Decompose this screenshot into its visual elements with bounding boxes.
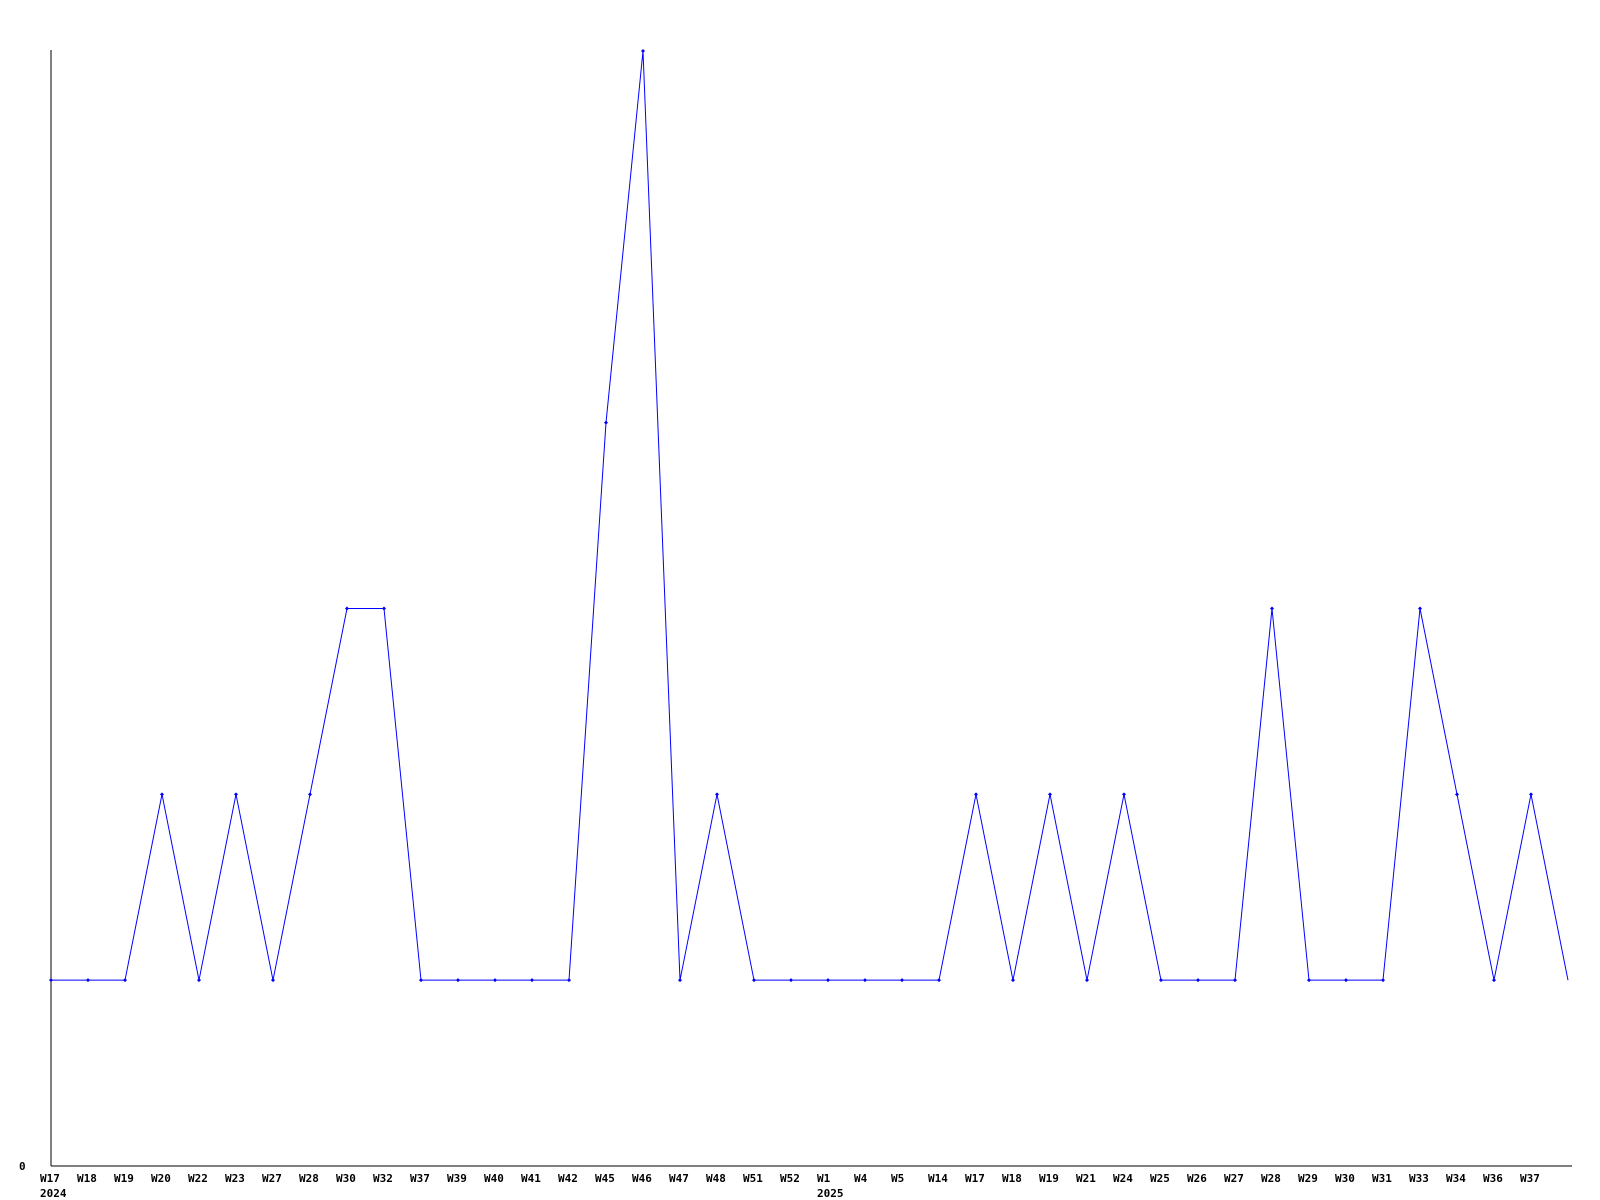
data-point bbox=[530, 978, 534, 983]
x-tick-label: W18 bbox=[1002, 1172, 1022, 1185]
data-point bbox=[1270, 606, 1274, 611]
x-tick-label: W18 bbox=[77, 1172, 97, 1185]
data-point bbox=[604, 420, 608, 425]
x-tick-label: W25 bbox=[1150, 1172, 1170, 1185]
x-tick-label: W42 bbox=[558, 1172, 578, 1185]
data-point bbox=[1233, 978, 1237, 983]
data-point bbox=[271, 978, 275, 983]
series-points bbox=[49, 49, 1533, 983]
x-tick-label: W30 bbox=[336, 1172, 356, 1185]
data-point bbox=[1418, 606, 1422, 611]
data-point bbox=[1196, 978, 1200, 983]
y-tick-label-0: 0 bbox=[19, 1160, 26, 1173]
x-tick-label: W17 bbox=[40, 1172, 60, 1185]
data-point bbox=[1122, 792, 1126, 797]
data-point bbox=[197, 978, 201, 983]
x-tick-label: W19 bbox=[1039, 1172, 1059, 1185]
x-tick-label: W34 bbox=[1446, 1172, 1466, 1185]
data-point bbox=[974, 792, 978, 797]
data-point bbox=[1492, 978, 1496, 983]
data-point bbox=[1529, 792, 1533, 797]
data-point bbox=[86, 978, 90, 983]
x-tick-label: W45 bbox=[595, 1172, 615, 1185]
x-tick-label: W27 bbox=[1224, 1172, 1244, 1185]
x-tick-label: W28 bbox=[299, 1172, 319, 1185]
x-tick-label: W36 bbox=[1483, 1172, 1503, 1185]
data-point bbox=[715, 792, 719, 797]
data-point bbox=[1011, 978, 1015, 983]
data-point bbox=[863, 978, 867, 983]
data-point bbox=[1159, 978, 1163, 983]
x-tick-label: W32 bbox=[373, 1172, 393, 1185]
x-tick-label: W40 bbox=[484, 1172, 504, 1185]
x-tick-label: W41 bbox=[521, 1172, 541, 1185]
data-point bbox=[567, 978, 571, 983]
x-tick-label: W33 bbox=[1409, 1172, 1429, 1185]
data-point bbox=[382, 606, 386, 611]
x-tick-label: W48 bbox=[706, 1172, 726, 1185]
data-point bbox=[234, 792, 238, 797]
x-tick-label: W20 bbox=[151, 1172, 171, 1185]
data-point bbox=[49, 978, 53, 983]
x-tick-label: W21 bbox=[1076, 1172, 1096, 1185]
data-point bbox=[493, 978, 497, 983]
x-tick-label: W31 bbox=[1372, 1172, 1392, 1185]
data-point bbox=[1048, 792, 1052, 797]
x-tick-label: W30 bbox=[1335, 1172, 1355, 1185]
data-point bbox=[826, 978, 830, 983]
data-point bbox=[160, 792, 164, 797]
x-tick-label: W4 bbox=[854, 1172, 868, 1185]
data-point bbox=[937, 978, 941, 983]
data-point bbox=[641, 49, 645, 53]
x-tick-label: W39 bbox=[447, 1172, 467, 1185]
x-tick-label: W23 bbox=[225, 1172, 245, 1185]
data-point bbox=[900, 978, 904, 983]
year-label: 2024 bbox=[40, 1187, 67, 1200]
x-tick-label: W19 bbox=[114, 1172, 134, 1185]
data-point bbox=[419, 978, 423, 983]
x-tick-label: W24 bbox=[1113, 1172, 1133, 1185]
x-tick-label: W52 bbox=[780, 1172, 800, 1185]
year-label: 2025 bbox=[817, 1187, 844, 1200]
data-point bbox=[1085, 978, 1089, 983]
data-point bbox=[1344, 978, 1348, 983]
x-tick-label: W1 bbox=[817, 1172, 831, 1185]
data-point bbox=[1381, 978, 1385, 983]
data-point bbox=[1307, 978, 1311, 983]
x-tick-label: W14 bbox=[928, 1172, 948, 1185]
data-point bbox=[123, 978, 127, 983]
x-tick-label: W46 bbox=[632, 1172, 652, 1185]
x-tick-label: W47 bbox=[669, 1172, 689, 1185]
x-tick-label: W22 bbox=[188, 1172, 208, 1185]
x-tick-label: W28 bbox=[1261, 1172, 1281, 1185]
x-tick-label: W17 bbox=[965, 1172, 985, 1185]
data-point bbox=[789, 978, 793, 983]
data-point bbox=[456, 978, 460, 983]
series-line bbox=[51, 50, 1569, 981]
data-point bbox=[308, 792, 312, 797]
year-labels: 2024 2025 bbox=[40, 1187, 844, 1200]
data-point bbox=[1455, 792, 1459, 797]
x-tick-label: W27 bbox=[262, 1172, 282, 1185]
data-point bbox=[345, 606, 349, 611]
x-tick-label: W29 bbox=[1298, 1172, 1318, 1185]
x-tick-label: W51 bbox=[743, 1172, 763, 1185]
x-tick-label: W37 bbox=[1520, 1172, 1540, 1185]
x-tick-labels: W17 W18 W19 W20 W22 W23 W27 W28 W30 W32 W37 W39 W40 W… bbox=[40, 1172, 1540, 1185]
x-tick-label: W5 bbox=[891, 1172, 904, 1185]
x-tick-label: W26 bbox=[1187, 1172, 1207, 1185]
data-point bbox=[752, 978, 756, 983]
x-tick-label: W37 bbox=[410, 1172, 430, 1185]
data-point bbox=[678, 978, 682, 983]
